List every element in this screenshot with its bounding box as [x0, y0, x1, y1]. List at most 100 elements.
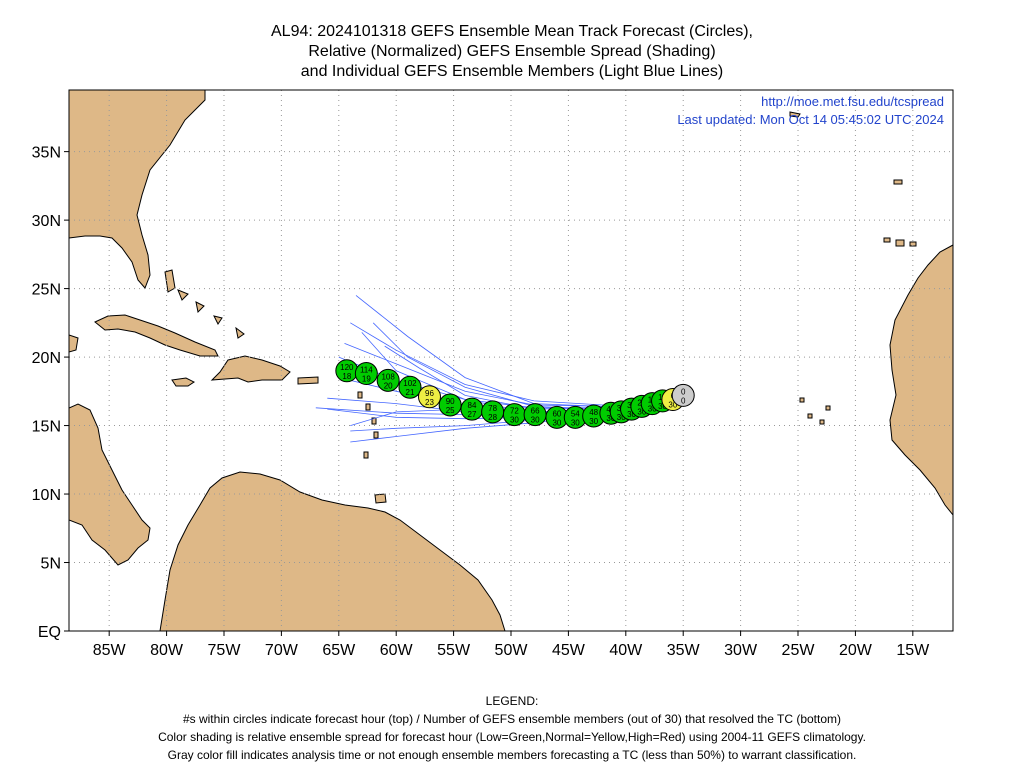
land-jamaica	[171, 377, 195, 387]
member-count-label: 30	[627, 410, 636, 419]
member-count-label: 23	[425, 398, 434, 407]
legend-line-1: #s within circles indicate forecast hour…	[182, 712, 842, 726]
land-madeira	[893, 179, 903, 185]
tick-label-lon: 85W	[93, 642, 127, 659]
member-count-label: 25	[446, 406, 455, 415]
forecast-hour-label: 114	[360, 366, 373, 375]
graticule	[69, 90, 953, 632]
title-line-3: and Individual GEFS Ensemble Members (Li…	[300, 63, 724, 80]
tick-label-lat: EQ	[38, 624, 61, 641]
tick-label-lon: 80W	[150, 642, 184, 659]
forecast-hour-label: 60	[552, 409, 561, 418]
member-count-label: 30	[589, 417, 598, 426]
track-point: 00	[671, 383, 695, 407]
member-count-label: 30	[637, 407, 646, 416]
land-azores	[789, 111, 801, 118]
tick-label-lon: 50W	[495, 642, 529, 659]
forecast-hour-label: 84	[468, 401, 477, 410]
tick-label-lat: 10N	[32, 487, 61, 504]
track-circle	[376, 368, 400, 392]
track-circle	[671, 383, 695, 407]
track-circle	[398, 375, 422, 399]
tick-label-lon: 30W	[724, 642, 758, 659]
land-hispaniola	[210, 355, 291, 383]
legend-line-3: Gray color fill indicates analysis time …	[167, 748, 857, 762]
tick-label-lon: 25W	[782, 642, 816, 659]
tick-label-lat: 15N	[32, 419, 61, 436]
track-circle	[438, 393, 462, 417]
tick-label-lon: 55W	[437, 642, 471, 659]
tick-label-lon: 60W	[380, 642, 414, 659]
tick-label-lat: 20N	[32, 350, 61, 367]
member-count-label: 30	[668, 401, 677, 410]
track-circle	[417, 385, 441, 409]
forecast-hour-label: 108	[381, 372, 395, 381]
forecast-hour-label: 66	[531, 407, 540, 416]
land-puerto-rico	[297, 376, 319, 385]
member-count-label: 30	[552, 418, 561, 427]
forecast-hour-label: 54	[571, 409, 580, 418]
land-central-america	[69, 403, 151, 566]
member-count-label: 30	[648, 405, 657, 414]
tick-label-lon: 15W	[896, 642, 930, 659]
land-north-america	[69, 90, 206, 289]
forecast-hour-label: 78	[488, 404, 497, 413]
axis-labels: 85W 80W 75W 70W 65W 60W 55W 50W 45W 40W 35W 30W 25W 2…	[32, 145, 931, 659]
tick-label-lon: 45W	[552, 642, 586, 659]
forecast-hour-label: 48	[589, 408, 598, 417]
forecast-hour-label: 102	[403, 379, 417, 388]
track-circle	[354, 362, 378, 386]
member-count-label: 30	[658, 402, 667, 411]
member-count-label: 19	[362, 375, 371, 384]
member-count-label: 27	[468, 410, 477, 419]
member-count-label: 28	[488, 413, 497, 422]
source-url[interactable]: http://moe.met.fsu.edu/tcspread	[761, 94, 944, 109]
member-count-label: 30	[531, 416, 540, 425]
tick-label-lon: 40W	[609, 642, 643, 659]
forecast-hour-label: 120	[340, 363, 354, 372]
tick-label-lon: 75W	[208, 642, 242, 659]
member-count-label: 30	[617, 413, 626, 422]
tick-label-lat: 5N	[41, 556, 61, 573]
tick-label-lon: 20W	[839, 642, 873, 659]
land-south-america	[159, 471, 506, 631]
tick-label-lon: 70W	[265, 642, 299, 659]
land-bahamas	[164, 269, 245, 339]
tick-label-lon: 65W	[322, 642, 356, 659]
land-africa	[889, 244, 953, 516]
title-line-1: AL94: 2024101318 GEFS Ensemble Mean Trac…	[271, 23, 753, 40]
land-cape-verde	[799, 397, 831, 425]
land-yucatan	[69, 334, 79, 353]
tick-label-lat: 30N	[32, 213, 61, 230]
member-count-label: 20	[384, 381, 393, 390]
tick-label-lat: 25N	[32, 282, 61, 299]
member-count-label: 21	[406, 388, 415, 397]
land-trinidad	[374, 493, 387, 504]
forecast-hour-label: 72	[510, 407, 519, 416]
legend-heading: LEGEND:	[485, 694, 539, 708]
forecast-hour-label: 96	[425, 389, 434, 398]
member-count-label: 0	[681, 396, 686, 405]
member-count-label: 30	[571, 418, 580, 427]
member-count-label: 30	[510, 416, 519, 425]
legend-line-2: Color shading is relative ensemble sprea…	[158, 730, 866, 744]
title-line-2: Relative (Normalized) GEFS Ensemble Spre…	[308, 43, 716, 60]
last-updated: Last updated: Mon Oct 14 05:45:02 UTC 20…	[677, 112, 944, 127]
tick-label-lat: 35N	[32, 145, 61, 162]
land-lesser-antilles	[357, 391, 379, 459]
member-count-label: 30	[606, 414, 615, 423]
land-canary-islands	[883, 237, 917, 247]
member-count-label: 18	[342, 372, 351, 381]
